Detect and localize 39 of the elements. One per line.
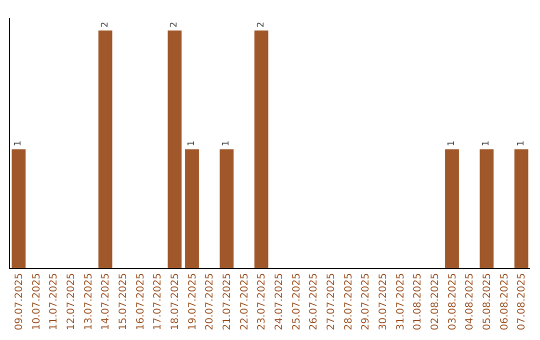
x-tick-label: 19.07.2025 [187,273,198,330]
x-tick-label: 06.08.2025 [499,273,510,330]
data-label: 2 [256,22,266,28]
x-tick-label: 29.07.2025 [360,273,372,330]
x-tick-label: 03.08.2025 [447,273,458,330]
x-tick-label: 11.07.2025 [48,273,60,330]
x-tick-label: 23.07.2025 [256,273,268,330]
x-tick-label: 04.08.2025 [464,273,476,330]
data-label: 1 [14,140,24,146]
x-tick-label: 22.07.2025 [239,273,250,330]
data-label: 1 [482,140,492,146]
data-label: 1 [516,140,526,146]
x-tick-label: 12.07.2025 [66,273,77,330]
x-tick-label: 28.07.2025 [343,273,354,330]
x-tick-label: 17.07.2025 [152,273,164,330]
x-tick-label: 09.07.2025 [14,273,25,330]
x-tick-label: 13.07.2025 [83,273,94,330]
x-tick-label: 27.07.2025 [326,273,337,330]
x-tick-label: 26.07.2025 [308,273,320,330]
x-tick-label: 24.07.2025 [274,273,285,330]
data-label: 2 [100,22,110,28]
x-tick-label: 16.07.2025 [135,273,146,330]
x-tick-label: 18.07.2025 [170,273,181,330]
data-label: 2 [170,22,180,28]
x-tick-label: 14.07.2025 [100,273,112,330]
x-tick-label: 10.07.2025 [31,273,42,330]
x-tick-label: 02.08.2025 [430,273,441,330]
x-tick-label: 31.07.2025 [395,273,406,330]
x-tick-label: 25.07.2025 [291,273,302,330]
data-label: 1 [447,140,457,146]
x-tick-label: 21.07.2025 [222,273,233,330]
data-label: 1 [222,140,232,146]
x-tick-label: 05.08.2025 [482,273,493,330]
x-tick-label: 07.08.2025 [516,273,528,330]
x-tick-label: 01.08.2025 [412,273,424,330]
x-tick-label: 15.07.2025 [118,273,129,330]
x-tick-label: 20.07.2025 [204,273,216,330]
data-label: 1 [187,140,197,146]
x-tick-label: 30.07.2025 [378,273,389,330]
